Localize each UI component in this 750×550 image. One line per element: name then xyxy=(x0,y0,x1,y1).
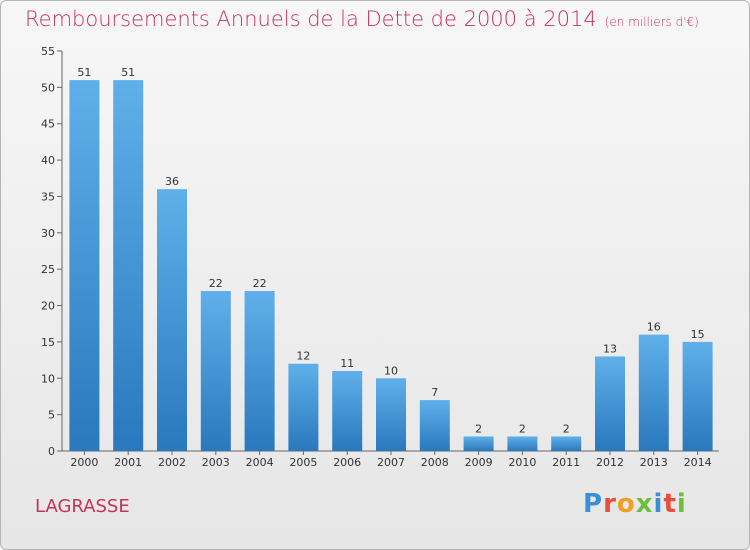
y-tick-label: 30 xyxy=(41,227,55,240)
y-tick-label: 10 xyxy=(41,372,55,385)
y-tick-label: 45 xyxy=(41,118,55,131)
data-label: 2 xyxy=(519,422,526,435)
x-tick-label: 2005 xyxy=(289,456,317,469)
x-tick-label: 2004 xyxy=(246,456,274,469)
data-label: 51 xyxy=(77,66,91,79)
x-tick-label: 2008 xyxy=(421,456,449,469)
data-label: 2 xyxy=(563,422,570,435)
y-tick-label: 35 xyxy=(41,190,55,203)
commune-name: LAGRASSE xyxy=(35,496,130,517)
y-tick-label: 40 xyxy=(41,154,55,167)
y-tick-label: 25 xyxy=(41,263,55,276)
chart-title-text: Remboursements Annuels de la Dette de 20… xyxy=(25,7,597,31)
data-label: 15 xyxy=(691,328,705,341)
bar xyxy=(419,400,450,451)
y-tick-label: 20 xyxy=(41,300,55,313)
data-label: 22 xyxy=(253,277,267,290)
x-tick-label: 2000 xyxy=(70,456,98,469)
bar xyxy=(376,378,406,451)
data-label: 2 xyxy=(475,422,482,435)
x-tick-label: 2002 xyxy=(158,456,186,469)
bar xyxy=(113,80,144,451)
data-label: 22 xyxy=(209,277,223,290)
x-tick-label: 2001 xyxy=(114,456,142,469)
x-tick-label: 2006 xyxy=(333,456,361,469)
bar xyxy=(157,189,187,451)
chart-title: Remboursements Annuels de la Dette de 20… xyxy=(25,7,699,31)
bar xyxy=(595,356,625,451)
x-tick-label: 2010 xyxy=(508,456,536,469)
bar xyxy=(244,291,275,451)
bar xyxy=(332,371,363,451)
bar xyxy=(69,80,100,451)
data-label: 16 xyxy=(647,321,661,334)
x-tick-label: 2003 xyxy=(202,456,230,469)
data-label: 51 xyxy=(121,66,135,79)
bar xyxy=(288,363,319,451)
x-tick-label: 2011 xyxy=(552,456,580,469)
bar xyxy=(200,291,231,451)
data-label: 12 xyxy=(296,350,310,363)
chart-unit: (en milliers d'€) xyxy=(604,15,699,29)
y-tick-label: 5 xyxy=(48,409,55,422)
data-label: 36 xyxy=(165,175,179,188)
y-tick-label: 50 xyxy=(41,81,55,94)
x-tick-label: 2009 xyxy=(465,456,493,469)
bar xyxy=(463,436,494,451)
y-tick-label: 55 xyxy=(41,45,55,58)
bar xyxy=(682,341,713,451)
data-label: 13 xyxy=(603,342,617,355)
bar xyxy=(551,436,582,451)
x-tick-label: 2013 xyxy=(640,456,668,469)
data-label: 11 xyxy=(340,357,354,370)
bar xyxy=(507,436,538,451)
x-tick-label: 2012 xyxy=(596,456,624,469)
x-tick-label: 2007 xyxy=(377,456,405,469)
x-tick-label: 2014 xyxy=(684,456,712,469)
chart-axes: 0 5 10 15 20 25 30 35 40 45 50 55 2000 2001 2002 2003 20… xyxy=(41,45,719,469)
data-label: 7 xyxy=(431,386,438,399)
y-tick-label: 15 xyxy=(41,336,55,349)
bar xyxy=(638,334,669,451)
data-label: 10 xyxy=(384,364,398,377)
y-tick-label: 0 xyxy=(48,445,55,458)
proxiti-logo: Proxiti xyxy=(583,489,687,519)
